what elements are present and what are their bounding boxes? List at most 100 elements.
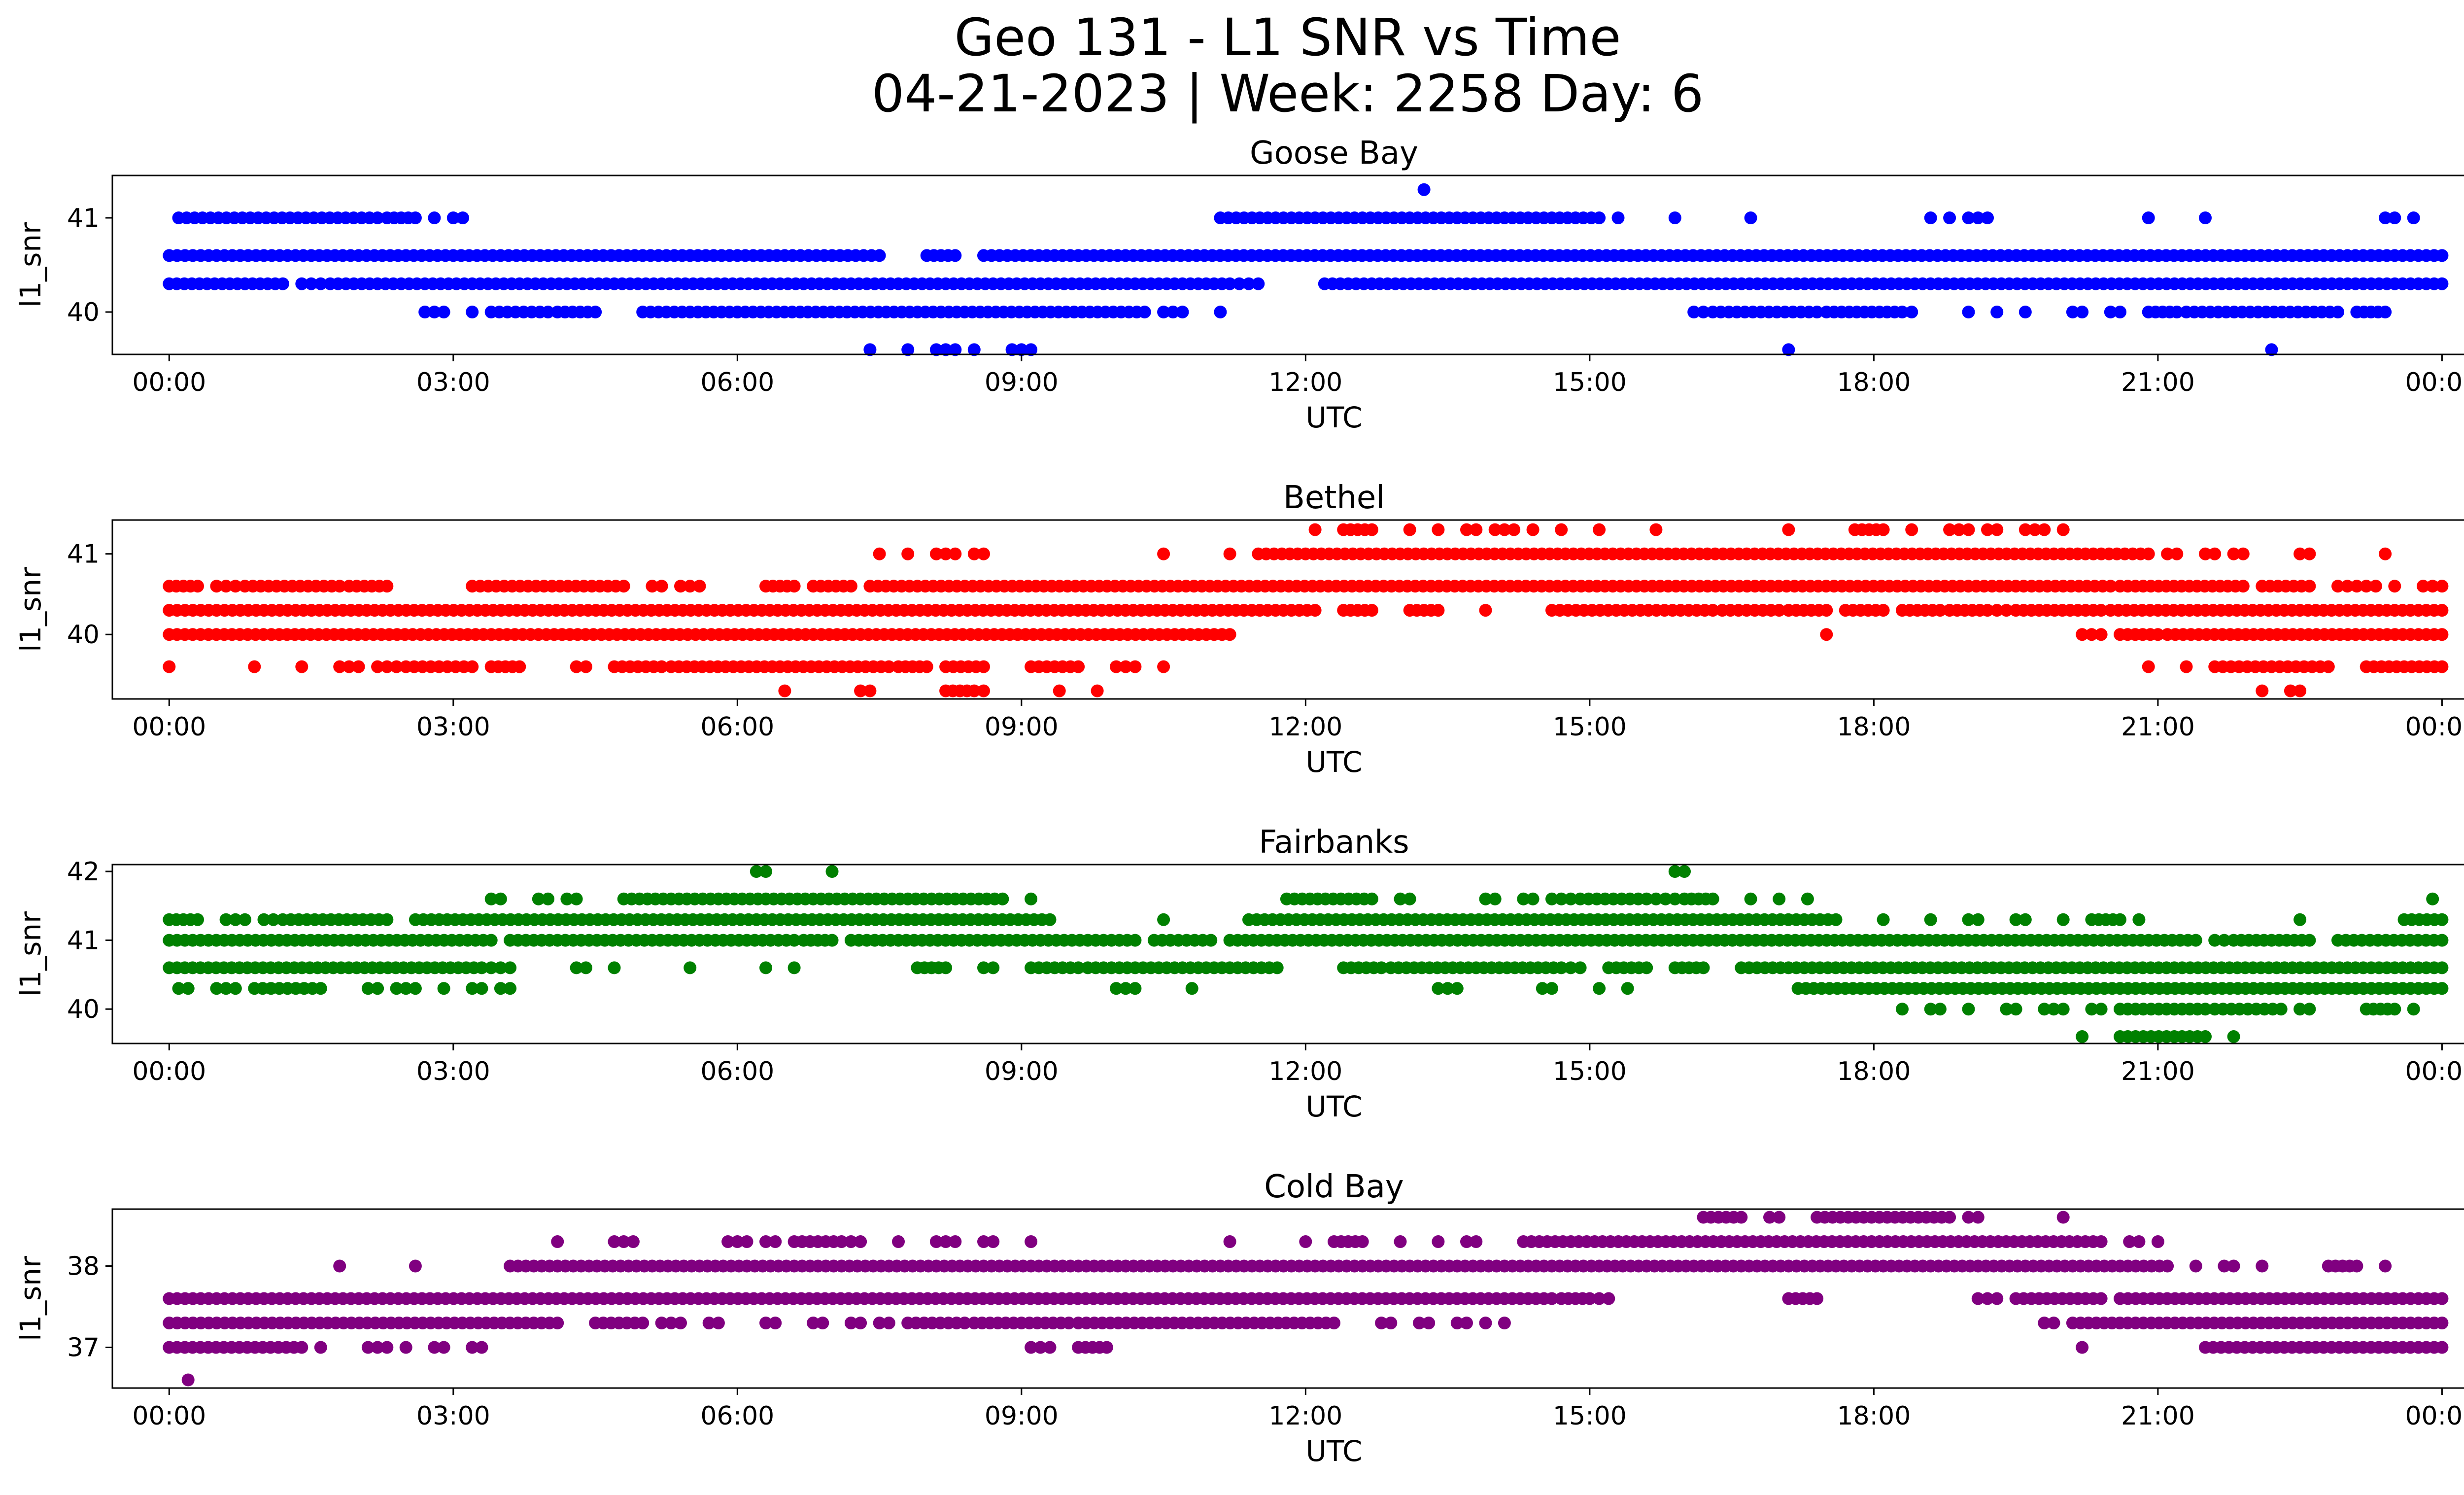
data-point (684, 580, 697, 593)
axes-frame (111, 519, 2464, 700)
data-point (295, 660, 308, 673)
data-point (1735, 1211, 1748, 1224)
data-point (1706, 892, 1719, 905)
data-point (1470, 1235, 1483, 1248)
data-point (1242, 277, 1255, 290)
data-point (314, 277, 327, 290)
data-point (1649, 892, 1663, 905)
data-point (409, 211, 422, 224)
data-point (2114, 913, 2126, 926)
y-tick-label: 38 (67, 1252, 100, 1282)
data-point (1687, 306, 1701, 318)
data-point (1403, 523, 1416, 536)
data-point (551, 1317, 564, 1329)
data-point (1811, 1292, 1824, 1305)
data-point (1905, 306, 1918, 318)
x-tick-label: 18:00 (1837, 368, 1911, 397)
data-point (1375, 961, 1388, 974)
data-point (371, 660, 384, 673)
y-tick-label: 40 (67, 620, 100, 650)
data-point (1564, 961, 1577, 974)
data-point (542, 306, 554, 318)
data-point (219, 982, 233, 995)
data-point (2407, 211, 2420, 224)
data-point (484, 961, 498, 974)
data-point (825, 865, 839, 878)
data-point (1820, 604, 1833, 617)
data-point (1924, 1003, 1937, 1016)
x-tick-label: 06:00 (700, 1401, 774, 1431)
data-point (1744, 211, 1757, 224)
data-point (949, 249, 962, 262)
data-point (674, 580, 687, 593)
data-point (2426, 892, 2439, 905)
data-point (333, 580, 346, 593)
data-point (2435, 628, 2449, 641)
data-point (996, 892, 1009, 905)
y-axis-label: l1_snr (14, 911, 47, 997)
data-point (778, 684, 791, 697)
data-point (844, 1317, 857, 1329)
data-point (1773, 1211, 1786, 1224)
x-tick-label: 00:00 (2405, 1401, 2464, 1431)
data-point (2208, 934, 2222, 947)
y-axis-label: l1_snr (14, 222, 47, 308)
data-point (475, 961, 488, 974)
data-point (2094, 1003, 2108, 1016)
data-point (2085, 1003, 2098, 1016)
data-point (674, 1317, 687, 1329)
data-point (2170, 306, 2184, 318)
x-tick-label: 00:00 (132, 1401, 206, 1431)
data-point (2047, 1003, 2060, 1016)
data-point (1811, 306, 1824, 318)
y-tick-label: 40 (67, 995, 100, 1024)
data-point (750, 865, 763, 878)
data-point (2331, 580, 2344, 593)
data-point (428, 306, 441, 318)
data-point (1593, 1292, 1606, 1305)
data-point (939, 1235, 953, 1248)
data-point (314, 1341, 327, 1354)
subplot-fairbanks: Fairbanks 00:00 03:00 06:00 09:00 12:00 15:00 1… (14, 824, 2464, 1123)
x-tick-label: 00:00 (132, 368, 206, 397)
data-point (1924, 211, 1937, 224)
data-point (361, 1341, 375, 1354)
data-point (2293, 547, 2307, 560)
data-point (1223, 628, 1236, 641)
data-point (1877, 604, 1890, 617)
data-point (2388, 1003, 2401, 1016)
data-point (2388, 580, 2401, 593)
data-point (1773, 604, 1786, 617)
x-tick-label: 12:00 (1268, 712, 1342, 742)
data-point (825, 934, 839, 947)
data-point (1706, 604, 1719, 617)
x-tick-label: 15:00 (1553, 1057, 1627, 1086)
data-point (2331, 306, 2344, 318)
data-point (1962, 211, 1975, 224)
x-axis-label: UTC (1306, 1090, 1363, 1123)
data-point (1157, 306, 1170, 318)
data-point (1470, 523, 1483, 536)
y-tick-label: 40 (67, 298, 100, 327)
data-point (475, 982, 488, 995)
data-point (759, 865, 772, 878)
data-point (380, 1341, 394, 1354)
data-point (1971, 1292, 1985, 1305)
data-point (2094, 1235, 2108, 1248)
data-point (248, 660, 261, 673)
data-point (1659, 892, 1672, 905)
data-point (1328, 1317, 1340, 1329)
data-point (2435, 961, 2449, 974)
data-point (769, 1317, 782, 1329)
data-point (2322, 660, 2335, 673)
data-points (163, 183, 2449, 356)
data-point (295, 1341, 308, 1354)
data-point (1981, 211, 1994, 224)
data-point (816, 1317, 829, 1329)
data-point (1801, 892, 1814, 905)
data-point (2274, 1003, 2288, 1016)
data-point (1933, 1003, 1947, 1016)
data-point (2189, 1259, 2202, 1273)
data-point (1460, 1235, 1473, 1248)
data-point (873, 249, 886, 262)
